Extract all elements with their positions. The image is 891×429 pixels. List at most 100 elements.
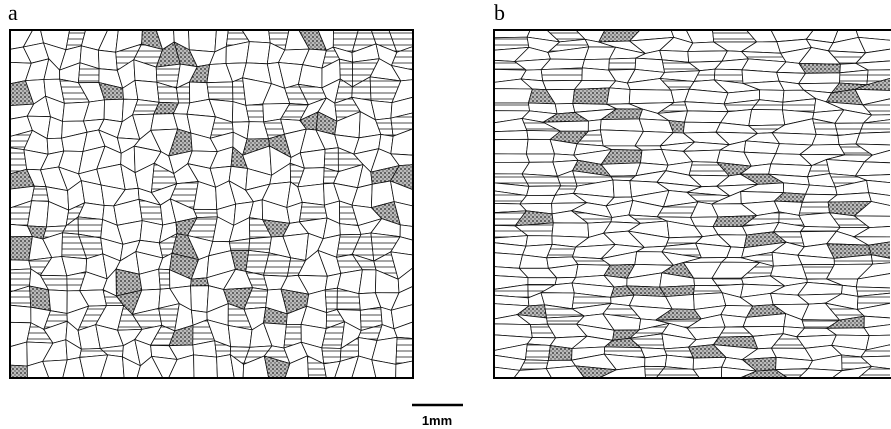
grain: [798, 368, 844, 378]
grain: [42, 359, 68, 378]
grain: [804, 184, 838, 196]
grain: [395, 336, 413, 365]
grain: [216, 354, 235, 378]
grain: [855, 131, 890, 146]
grain: [334, 355, 360, 378]
grain: [388, 30, 413, 53]
grain: [323, 360, 341, 378]
grain: [122, 356, 141, 378]
grain: [307, 355, 327, 378]
grain: [854, 60, 890, 71]
panel-frame: [493, 29, 891, 379]
grain: [866, 179, 890, 196]
grain: [527, 277, 558, 286]
grain: [395, 360, 413, 378]
grain: [863, 315, 890, 329]
grain: [865, 334, 890, 351]
grain: [853, 215, 890, 229]
grain: [397, 267, 413, 294]
grain: [245, 41, 271, 65]
grain: [494, 30, 531, 39]
grain: [399, 224, 413, 241]
grain: [546, 243, 577, 259]
grain: [739, 369, 789, 378]
grain: [525, 153, 555, 163]
grain: [10, 259, 32, 271]
grain: [100, 354, 125, 378]
grain: [390, 251, 413, 280]
grain: [608, 57, 637, 71]
grain: [870, 254, 890, 265]
grain: [494, 366, 521, 378]
grain: [29, 285, 51, 312]
grain: [771, 132, 817, 146]
grain: [524, 343, 551, 361]
grain: [574, 365, 618, 378]
grain: [263, 355, 291, 378]
scale-label: 1mm: [422, 413, 452, 428]
grain: [134, 79, 160, 103]
grain: [188, 30, 217, 53]
grain: [299, 148, 326, 169]
grain: [856, 302, 890, 319]
grain: [854, 77, 890, 91]
grain: [682, 121, 722, 134]
grain: [79, 354, 109, 378]
grain: [97, 49, 118, 71]
grain: [572, 87, 610, 105]
grain: [852, 226, 890, 238]
grain: [390, 285, 413, 311]
panel-label: a: [8, 0, 18, 25]
grain: [393, 321, 413, 339]
grain: [811, 133, 840, 146]
grain: [10, 341, 28, 367]
grain: [284, 355, 309, 378]
grain: [242, 355, 270, 378]
grain: [862, 98, 890, 116]
grain: [856, 292, 890, 310]
grain: [857, 36, 890, 54]
grain: [598, 365, 646, 378]
grain: [774, 368, 810, 378]
grain: [297, 183, 325, 206]
grain: [245, 103, 265, 123]
panel-label: b: [494, 0, 505, 25]
grain: [193, 354, 218, 378]
grain: [854, 88, 890, 106]
grain: [168, 354, 195, 378]
grain: [390, 112, 413, 137]
panel-frame: [9, 29, 414, 379]
grain: [139, 220, 164, 244]
grain: [721, 366, 758, 378]
grain: [136, 355, 164, 378]
grain: [10, 304, 32, 324]
grain: [494, 88, 533, 104]
grain: [866, 69, 890, 86]
grain: [612, 179, 633, 198]
grain: [743, 140, 781, 155]
grain: [540, 67, 583, 82]
grain: [521, 173, 562, 187]
grain: [855, 273, 890, 289]
grain: [687, 50, 729, 63]
grain: [389, 164, 413, 191]
grain: [859, 119, 890, 134]
grain: [393, 201, 413, 227]
grain: [857, 366, 890, 378]
grain: [390, 128, 413, 156]
grain: [606, 87, 631, 105]
grain: [351, 355, 377, 378]
grain: [862, 114, 890, 124]
grain: [190, 285, 210, 313]
micrograph-a: [10, 30, 413, 378]
grain: [712, 225, 748, 236]
grain: [525, 138, 556, 155]
grain: [229, 353, 245, 378]
grain: [206, 81, 234, 103]
grain: [390, 304, 413, 330]
grain: [494, 138, 529, 155]
micrograph-b: [494, 30, 890, 378]
grain: [551, 222, 590, 238]
grain: [297, 64, 323, 89]
